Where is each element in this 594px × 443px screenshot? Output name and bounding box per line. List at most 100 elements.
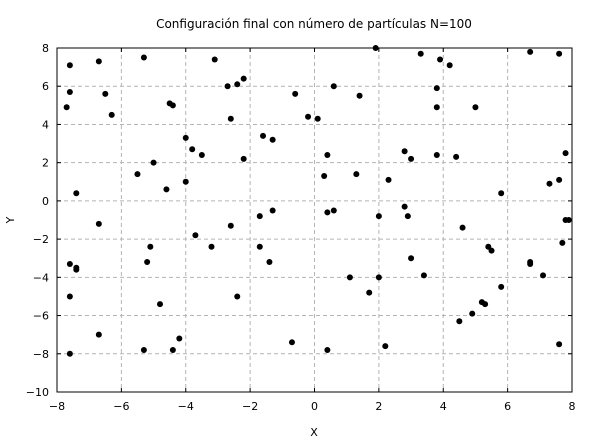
y-tick-label: 0	[42, 195, 49, 208]
data-point	[324, 346, 331, 353]
data-point	[482, 301, 489, 308]
x-tick-label: −2	[242, 400, 258, 413]
data-point	[208, 243, 215, 250]
data-point	[66, 293, 73, 300]
data-point	[292, 90, 299, 97]
y-tick-label: −6	[33, 310, 49, 323]
data-point	[134, 171, 141, 178]
data-point	[260, 132, 266, 139]
data-point	[288, 339, 295, 346]
data-point	[472, 104, 479, 111]
data-point	[163, 186, 170, 193]
data-point	[305, 113, 312, 120]
data-point	[366, 289, 373, 296]
x-tick-label: 0	[311, 400, 318, 413]
data-point	[556, 341, 563, 348]
data-point	[240, 75, 247, 82]
y-tick-label: −8	[33, 348, 49, 361]
data-point	[321, 173, 328, 180]
data-point	[224, 83, 231, 90]
data-point	[562, 150, 569, 157]
data-point	[556, 176, 563, 183]
data-point	[314, 115, 321, 122]
data-point	[95, 220, 102, 227]
data-point	[66, 62, 73, 69]
data-point	[540, 272, 547, 279]
data-point	[108, 111, 115, 118]
data-point	[182, 134, 189, 141]
data-point	[192, 232, 199, 239]
x-tick-label: 6	[504, 400, 511, 413]
data-point	[95, 58, 102, 65]
x-tick-label: −6	[113, 400, 129, 413]
data-point	[433, 152, 440, 159]
x-axis-label: X	[310, 426, 318, 439]
data-point	[66, 260, 73, 267]
data-point	[198, 152, 205, 159]
data-point	[382, 343, 389, 350]
data-point	[147, 243, 154, 250]
data-point	[227, 115, 234, 122]
data-point	[140, 54, 147, 61]
data-point	[176, 335, 183, 342]
data-point	[330, 83, 337, 90]
data-point	[527, 260, 534, 267]
y-tick-label: 2	[42, 157, 49, 170]
data-point	[404, 213, 411, 220]
grid	[57, 48, 572, 392]
data-point	[227, 222, 234, 229]
data-points	[63, 45, 572, 357]
x-tick-label: 4	[440, 400, 447, 413]
data-point	[401, 203, 408, 210]
x-tick-label: 8	[569, 400, 576, 413]
data-point	[469, 310, 476, 317]
data-point	[324, 209, 331, 216]
data-point	[408, 155, 415, 162]
data-point	[459, 224, 466, 231]
data-point	[240, 155, 247, 162]
data-point	[437, 56, 444, 63]
data-point	[189, 146, 196, 153]
data-point	[211, 56, 218, 63]
data-point	[527, 48, 534, 55]
data-point	[546, 180, 553, 187]
data-point	[234, 81, 241, 88]
y-axis-label: Y	[4, 216, 17, 224]
y-tick-label: −4	[33, 271, 49, 284]
y-tick-label: −2	[33, 233, 49, 246]
x-tick-label: −8	[49, 400, 65, 413]
data-point	[269, 207, 276, 214]
data-point	[446, 62, 453, 69]
data-point	[401, 148, 408, 155]
data-point	[556, 50, 563, 57]
data-point	[417, 50, 424, 57]
data-point	[356, 92, 363, 99]
data-point	[433, 104, 440, 111]
data-point	[420, 272, 427, 279]
data-point	[353, 171, 360, 178]
data-point	[140, 346, 147, 353]
data-point	[385, 176, 392, 183]
data-point	[375, 213, 382, 220]
data-point	[256, 243, 263, 250]
data-point	[73, 190, 80, 197]
data-point	[169, 102, 176, 109]
y-axis-ticks: −10 −8 −6 −4 −2 0 2 4 6 8	[26, 42, 572, 399]
data-point	[456, 318, 463, 325]
data-point	[433, 85, 440, 92]
data-point	[266, 259, 273, 266]
data-point	[73, 266, 80, 273]
data-point	[169, 346, 176, 353]
y-tick-label: −10	[26, 386, 49, 399]
x-tick-label: 2	[375, 400, 382, 413]
data-point	[408, 255, 415, 262]
data-point	[498, 283, 505, 290]
data-point	[330, 207, 337, 214]
y-tick-label: 4	[42, 118, 49, 131]
data-point	[95, 331, 102, 338]
data-point	[324, 152, 331, 159]
chart-title: Configuración final con número de partíc…	[156, 17, 472, 31]
data-point	[269, 136, 276, 143]
